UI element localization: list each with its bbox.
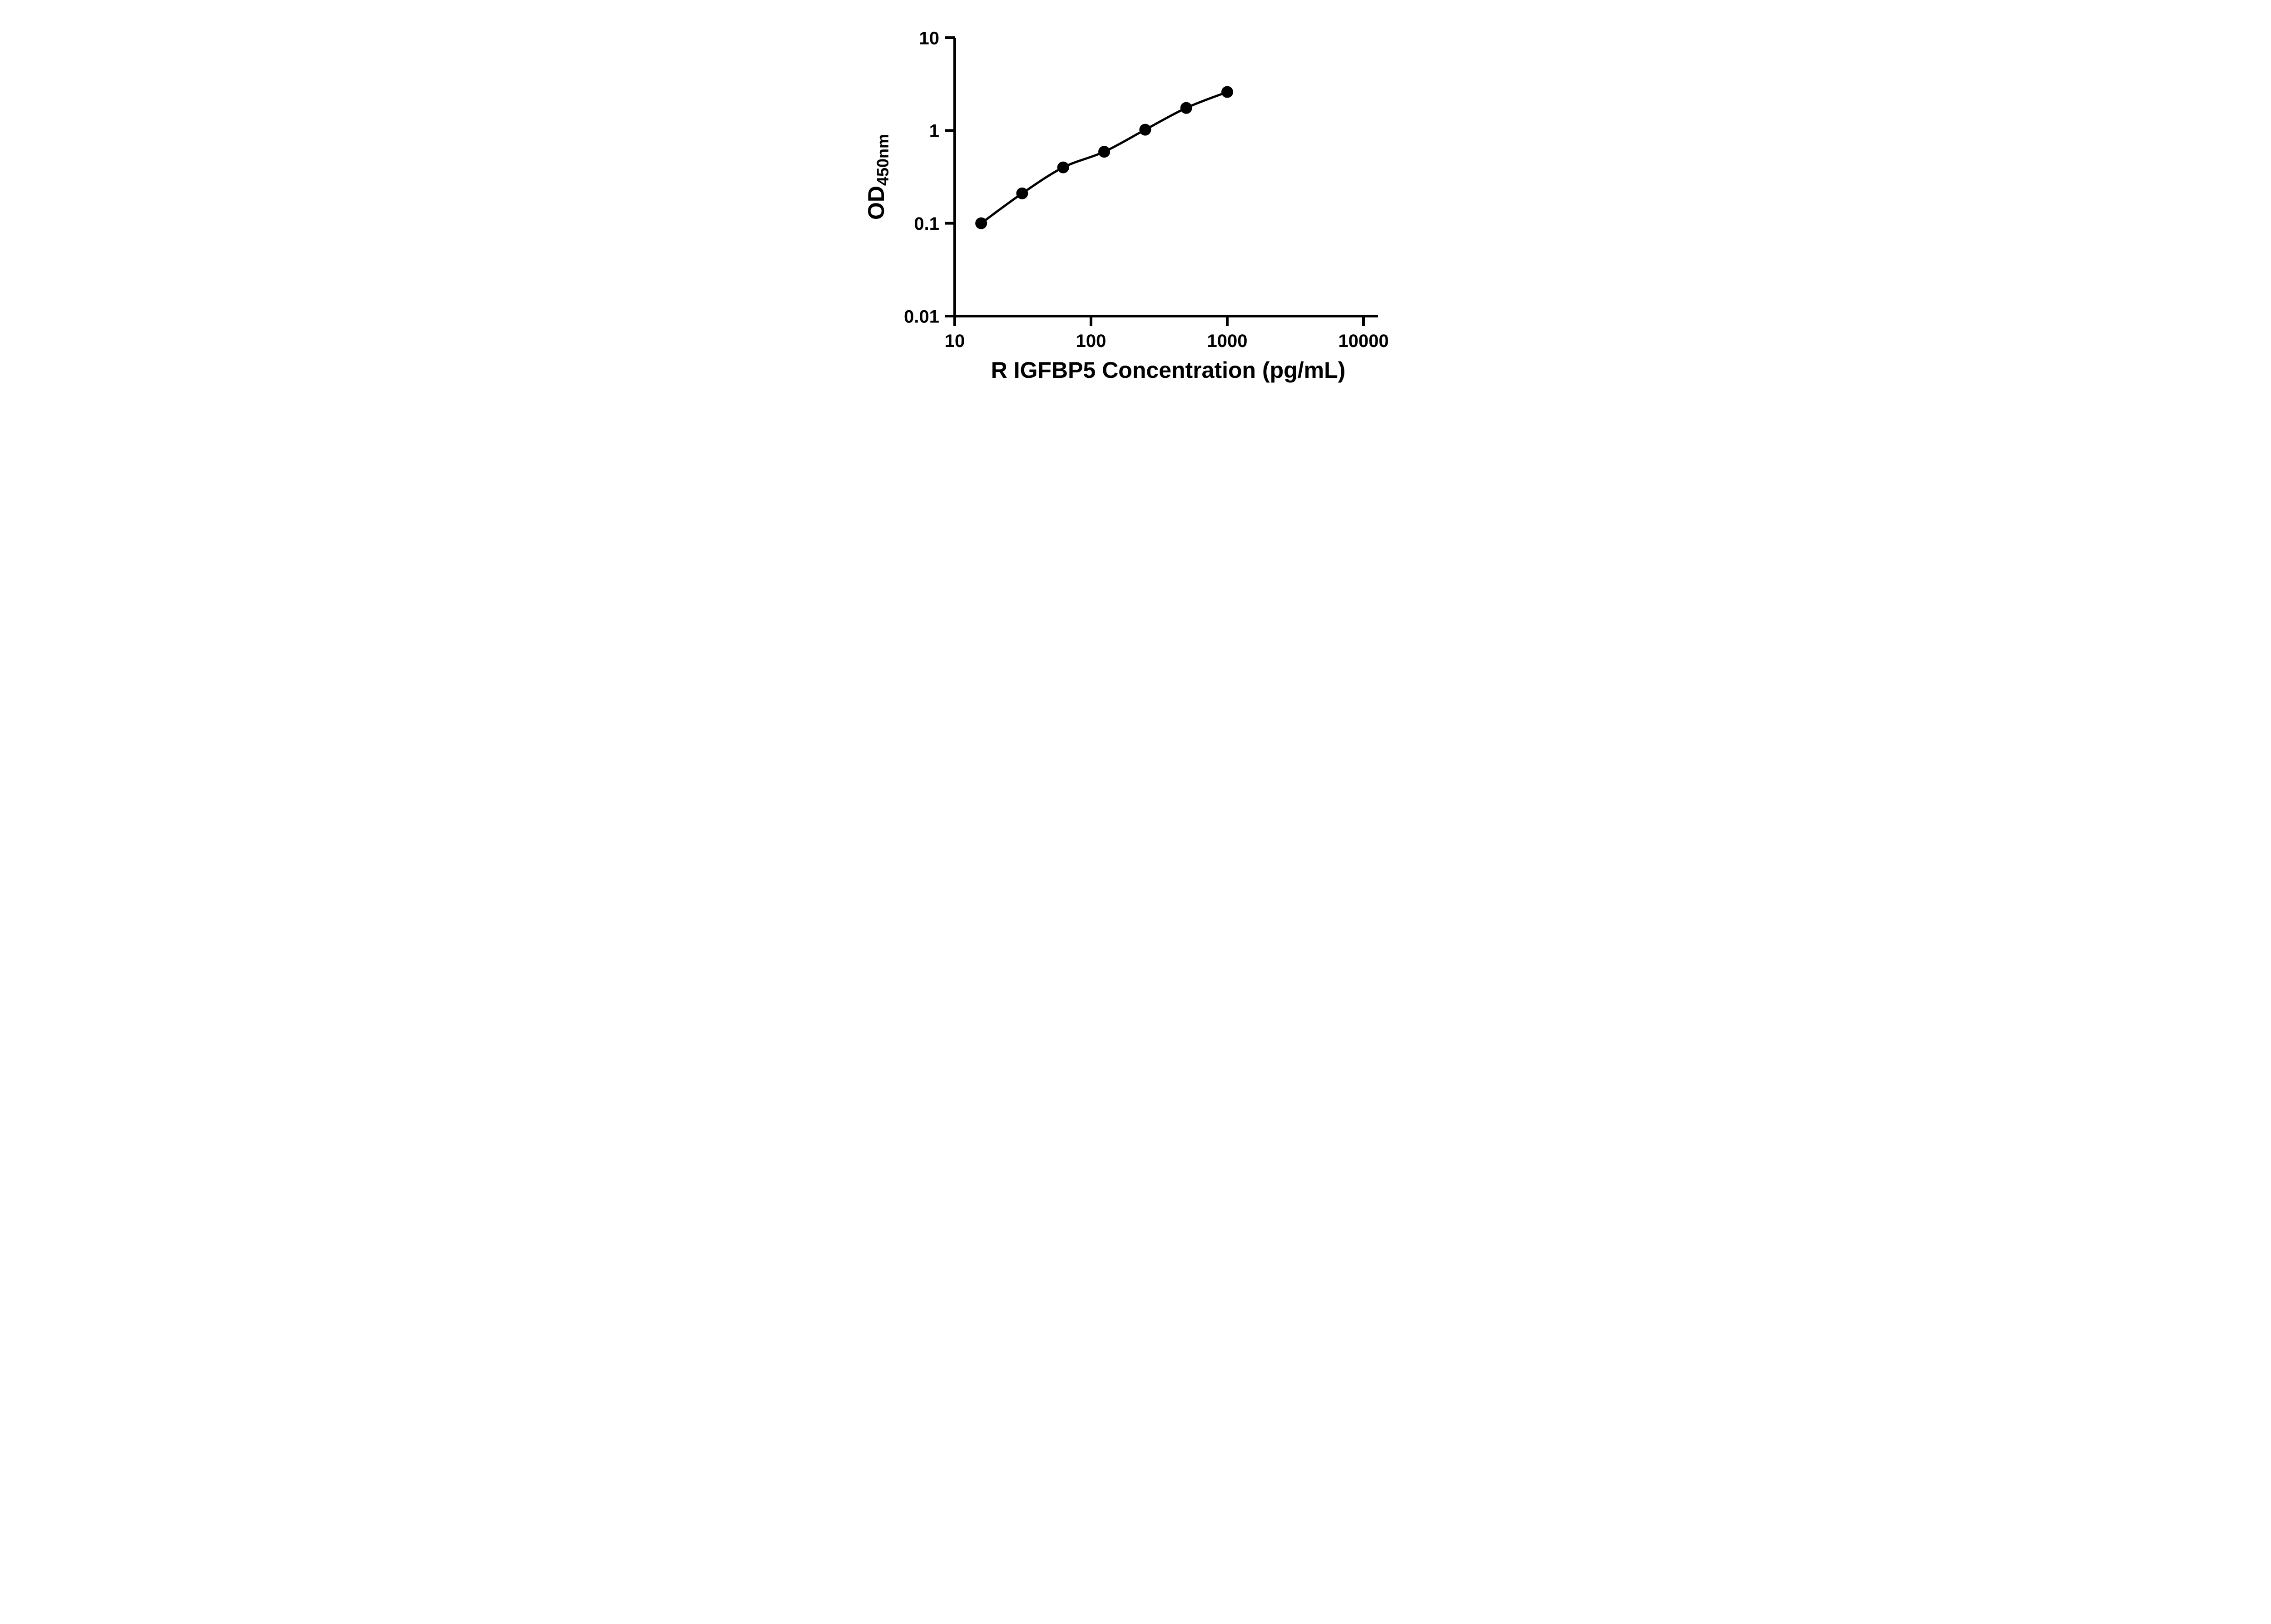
- data-point-marker: [1098, 146, 1110, 158]
- y-tick-label: 1: [929, 121, 939, 141]
- data-point-marker: [1057, 161, 1069, 173]
- data-point-marker: [1016, 187, 1028, 199]
- data-point-marker: [1139, 124, 1151, 136]
- data-point-marker: [1221, 86, 1233, 98]
- y-tick-label: 0.1: [914, 214, 939, 234]
- y-tick-label: 0.01: [904, 307, 939, 327]
- standard-curve-chart-container: 10 100 1000 10000 0.01 0.1 1 10 R IGFBP5 Concent…: [843, 0, 1428, 406]
- x-tick-label: 1000: [1207, 331, 1247, 351]
- data-point-marker: [1180, 102, 1192, 114]
- y-tick-label: 10: [919, 28, 939, 48]
- x-tick-label: 10000: [1338, 331, 1388, 351]
- y-axis-title: OD450nm: [863, 134, 892, 220]
- standard-curve-chart: 10 100 1000 10000 0.01 0.1 1 10 R IGFBP5 Concent…: [843, 0, 1428, 406]
- x-axis-title: R IGFBP5 Concentration (pg/mL): [991, 357, 1345, 383]
- x-tick-label: 10: [944, 331, 965, 351]
- x-tick-label: 100: [1076, 331, 1106, 351]
- data-point-marker: [975, 217, 987, 229]
